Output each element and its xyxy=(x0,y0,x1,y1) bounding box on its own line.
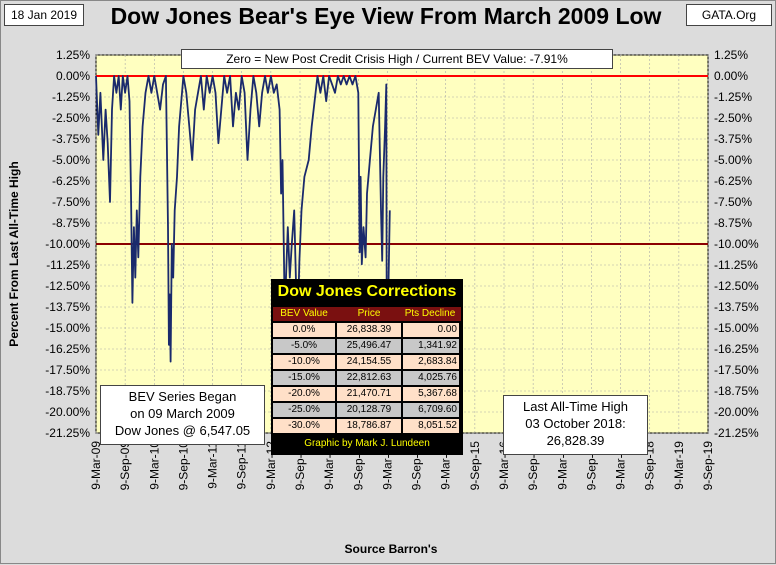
chart-title: Dow Jones Bear's Eye View From March 200… xyxy=(110,3,662,29)
bev-value-cell: -20.0% xyxy=(273,387,335,401)
y-tick-label-left: 0.00% xyxy=(56,69,90,83)
pts-decline-cell: 0.00 xyxy=(403,323,459,337)
price-cell: 22,812.63 xyxy=(337,371,401,385)
y-tick-label-right: -10.00% xyxy=(714,237,759,251)
y-tick-label-left: -17.50% xyxy=(45,363,90,377)
price-cell: 20,128.79 xyxy=(337,403,401,417)
x-tick-label: 9-Mar-10 xyxy=(147,441,161,490)
corrections-table: Dow Jones Corrections BEV Value Price Pt… xyxy=(271,279,463,455)
source-tag: GATA.Org xyxy=(686,4,772,26)
table-row: -15.0% 22,812.63 4,025.76 xyxy=(273,371,461,385)
y-tick-label-right: -15.00% xyxy=(714,321,759,335)
y-tick-label-left: -13.75% xyxy=(45,300,90,314)
bev-series-line xyxy=(95,75,391,393)
x-tick-label: 9-Mar-19 xyxy=(672,441,686,490)
pts-decline-cell: 2,683.84 xyxy=(403,355,459,369)
y-tick-label-left: -8.75% xyxy=(52,216,90,230)
x-tick-label: 9-Mar-09 xyxy=(89,441,103,490)
bev-start-line3: Dow Jones @ 6,547.05 xyxy=(114,423,251,438)
y-tick-label-right: -18.75% xyxy=(714,384,759,398)
price-cell: 26,838.39 xyxy=(337,323,401,337)
price-cell: 21,470.71 xyxy=(337,387,401,401)
y-tick-label-right: 1.25% xyxy=(714,48,748,62)
pts-decline-cell: 1,341.92 xyxy=(403,339,459,353)
last-high-line2: 03 October 2018: xyxy=(525,416,626,431)
chart-subtitle: Zero = New Post Credit Crisis High / Cur… xyxy=(181,49,613,69)
y-tick-label-left: 1.25% xyxy=(56,48,90,62)
price-cell: 25,496.47 xyxy=(337,339,401,353)
y-tick-label-right: -1.25% xyxy=(714,90,752,104)
x-tick-label: 9-Mar-11 xyxy=(206,441,220,489)
table-row: -30.0% 18,786.87 8,051.52 xyxy=(273,419,461,433)
y-tick-label-right: 0.00% xyxy=(714,69,748,83)
y-tick-label-right: -3.75% xyxy=(714,132,752,146)
table-row: -20.0% 21,470.71 5,367.68 xyxy=(273,387,461,401)
y-tick-label-left: -7.50% xyxy=(52,195,90,209)
y-tick-label-left: -10.00% xyxy=(45,237,90,251)
x-tick-label: 9-Sep-11 xyxy=(235,441,249,490)
bev-start-line1: BEV Series Began xyxy=(128,389,237,404)
bev-value-cell: 0.0% xyxy=(273,323,335,337)
last-high-line3: 26,828.39 xyxy=(546,433,605,448)
header-price: Price xyxy=(357,308,381,319)
y-tick-label-right: -21.25% xyxy=(714,426,759,440)
table-row: 0.0% 26,838.39 0.00 xyxy=(273,323,461,337)
y-tick-label-left: -1.25% xyxy=(52,90,90,104)
pts-decline-cell: 6,709.60 xyxy=(403,403,459,417)
last-high-box: Last All-Time High 03 October 2018: 26,8… xyxy=(503,395,648,455)
corrections-title: Dow Jones Corrections xyxy=(277,283,457,300)
y-tick-label-left: -3.75% xyxy=(52,132,90,146)
bev-value-cell: -30.0% xyxy=(273,419,335,433)
y-tick-label-left: -15.00% xyxy=(45,321,90,335)
pts-decline-cell: 4,025.76 xyxy=(403,371,459,385)
x-axis-label: Source Barron's xyxy=(344,542,438,556)
x-tick-label: 9-Sep-15 xyxy=(468,441,482,491)
price-cell: 24,154.55 xyxy=(337,355,401,369)
y-tick-label-right: -5.00% xyxy=(714,153,752,167)
header-bev: BEV Value xyxy=(280,308,328,319)
y-tick-label-right: -7.50% xyxy=(714,195,752,209)
table-row: -10.0% 24,154.55 2,683.84 xyxy=(273,355,461,369)
y-tick-label-left: -5.00% xyxy=(52,153,90,167)
y-tick-label-right: -6.25% xyxy=(714,174,752,188)
bev-value-cell: -15.0% xyxy=(273,371,335,385)
price-cell: 18,786.87 xyxy=(337,419,401,433)
y-tick-label-left: -6.25% xyxy=(52,174,90,188)
x-tick-label: 9-Sep-19 xyxy=(701,441,715,491)
y-tick-label-right: -12.50% xyxy=(714,279,759,293)
y-tick-label-left: -16.25% xyxy=(45,342,90,356)
pts-decline-cell: 8,051.52 xyxy=(403,419,459,433)
bev-value-cell: -25.0% xyxy=(273,403,335,417)
y-tick-label-right: -13.75% xyxy=(714,300,759,314)
y-tick-label-right: -2.50% xyxy=(714,111,752,125)
y-tick-label-right: -20.00% xyxy=(714,405,759,419)
corrections-header-row: BEV Value Price Pts Decline xyxy=(273,307,461,321)
x-tick-label: 9-Sep-10 xyxy=(176,441,190,491)
y-tick-label-left: -2.50% xyxy=(52,111,90,125)
date-label: 18 Jan 2019 xyxy=(4,4,84,26)
y-tick-label-left: -18.75% xyxy=(45,384,90,398)
table-row: -25.0% 20,128.79 6,709.60 xyxy=(273,403,461,417)
y-tick-label-left: -21.25% xyxy=(45,426,90,440)
table-row: -5.0% 25,496.47 1,341.92 xyxy=(273,339,461,353)
last-high-line1: Last All-Time High xyxy=(523,399,628,414)
y-tick-label-right: -17.50% xyxy=(714,363,759,377)
bev-start-box: BEV Series Began on 09 March 2009 Dow Jo… xyxy=(100,385,265,445)
y-tick-label-right: -11.25% xyxy=(714,258,758,272)
header-decline: Pts Decline xyxy=(404,308,456,319)
y-tick-label-right: -16.25% xyxy=(714,342,759,356)
y-axis-label: Percent From Last All-Time High xyxy=(7,161,21,347)
y-tick-label-right: -8.75% xyxy=(714,216,752,230)
x-tick-label: 9-Sep-09 xyxy=(118,441,132,491)
bev-value-cell: -5.0% xyxy=(273,339,335,353)
y-tick-label-left: -11.25% xyxy=(46,258,90,272)
pts-decline-cell: 5,367.68 xyxy=(403,387,459,401)
reference-lines xyxy=(96,75,708,245)
y-tick-label-left: -12.50% xyxy=(45,279,90,293)
y-tick-label-left: -20.00% xyxy=(45,405,90,419)
bev-value-cell: -10.0% xyxy=(273,355,335,369)
bev-start-line2: on 09 March 2009 xyxy=(130,406,235,421)
corrections-footer: Graphic by Mark J. Lundeen xyxy=(304,438,430,449)
